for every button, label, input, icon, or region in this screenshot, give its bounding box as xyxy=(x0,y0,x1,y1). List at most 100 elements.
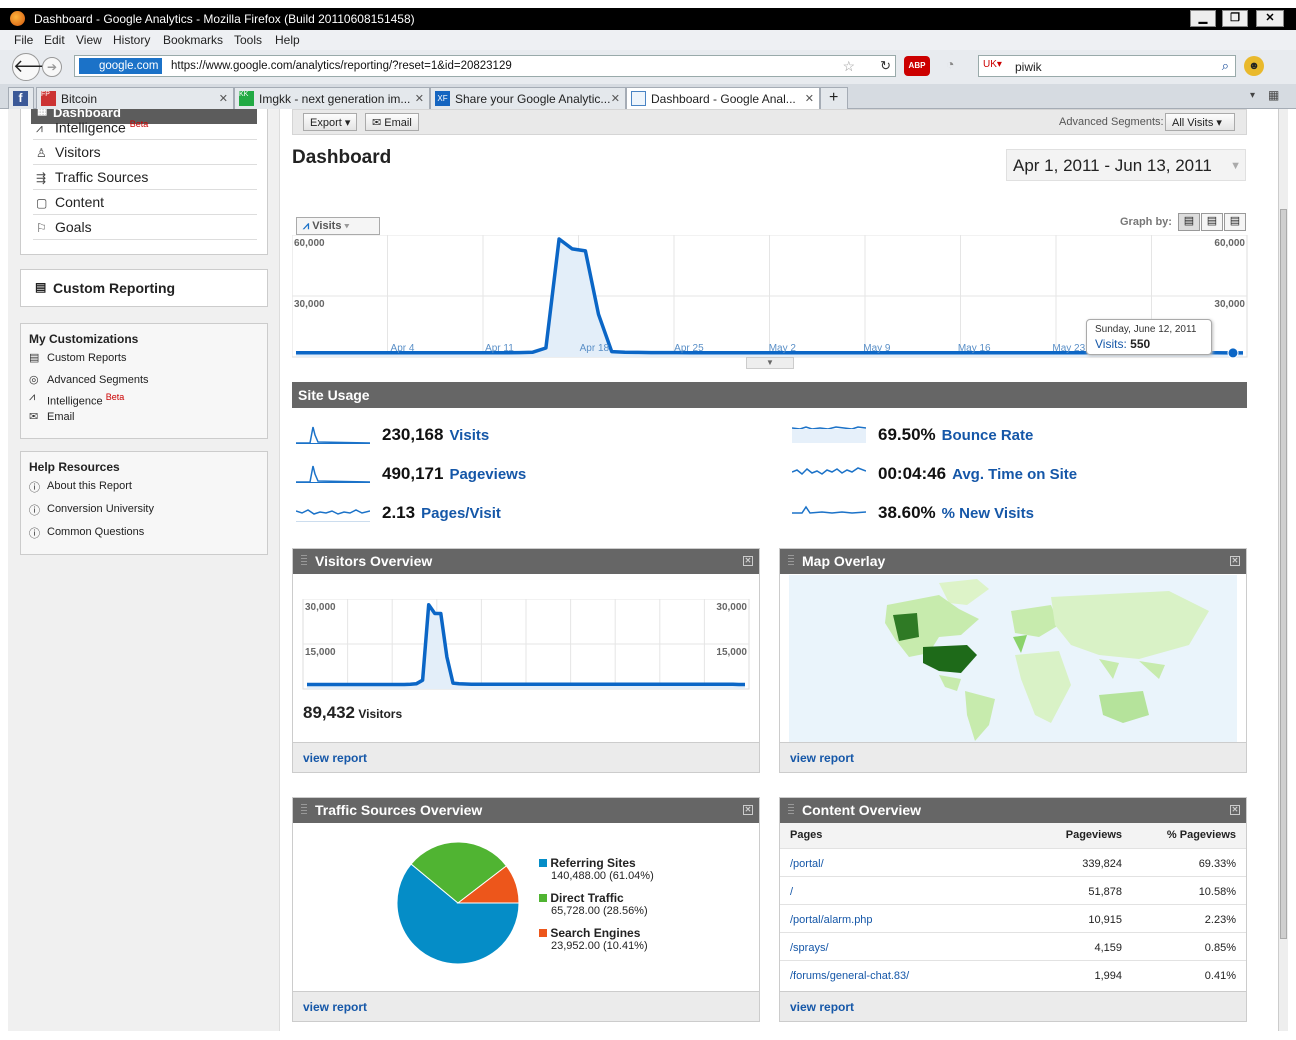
view-report-link[interactable]: view report xyxy=(293,991,759,1021)
close-icon[interactable]: ✕ xyxy=(1230,805,1240,815)
tab-close-icon[interactable]: ✕ xyxy=(414,93,424,105)
page-link[interactable]: /forums/general-chat.83/ xyxy=(790,970,910,982)
page-scrollbar[interactable] xyxy=(1278,109,1288,1031)
tab-close-icon[interactable]: ✕ xyxy=(804,93,814,105)
common-questions-link[interactable]: ⓘ Common Questions xyxy=(29,526,144,540)
sidebar-item-content[interactable]: ▢ Content xyxy=(33,191,257,215)
menu-help[interactable]: Help xyxy=(275,33,300,47)
sparkline-spike xyxy=(296,426,370,444)
custom-reports-link[interactable]: ▤ Custom Reports xyxy=(29,352,126,364)
y-tick-label: 60,000 xyxy=(294,238,325,249)
sidebar-item-intelligence[interactable]: ⩘ Intelligence Beta xyxy=(33,116,257,140)
forward-button[interactable]: ➔ xyxy=(42,57,62,77)
graph-metric-button[interactable]: ⩘ Visits ▾ xyxy=(296,217,380,235)
greasemonkey-icon[interactable]: ☻ xyxy=(1244,56,1264,76)
tab-imgkk[interactable]: KK Imgkk - next generation im... ✕ xyxy=(234,87,430,109)
tab-dashboard[interactable]: Dashboard - Google Anal... ✕ xyxy=(626,87,820,109)
selected-point[interactable] xyxy=(1227,347,1239,359)
graph-by-month-button[interactable]: ▤ xyxy=(1224,213,1246,231)
rss-icon[interactable]: ◔ xyxy=(946,56,955,72)
metric-visits[interactable]: 230,168 Visits xyxy=(296,423,746,449)
tab-close-icon[interactable]: ✕ xyxy=(218,93,228,105)
tab-list-icon[interactable]: ▾ xyxy=(1250,90,1256,101)
sidebar-item-visitors[interactable]: ♙ Visitors xyxy=(33,141,257,165)
bookmark-star-icon[interactable]: ☆ xyxy=(842,58,855,74)
drag-handle-icon[interactable] xyxy=(301,555,307,567)
menu-view[interactable]: View xyxy=(76,33,102,47)
column-header: % Pageviews xyxy=(1166,829,1236,841)
close-icon[interactable]: ✕ xyxy=(743,556,753,566)
traffic-sources-header: Traffic Sources Overview ✕ xyxy=(293,798,759,823)
intelligence-icon: ⩘ xyxy=(29,391,36,403)
legend-item[interactable]: Direct Traffic 65,728.00 (28.56%) xyxy=(539,891,739,917)
new-tab-button[interactable]: + xyxy=(820,87,848,109)
custom-reporting-link[interactable]: ▤ Custom Reporting xyxy=(20,269,268,307)
tab-groups-icon[interactable]: ▦ xyxy=(1268,88,1280,102)
graph-collapse-handle[interactable]: ▼ xyxy=(746,357,794,369)
site-identity-badge[interactable]: google.com xyxy=(79,58,163,74)
email-button[interactable]: ✉ Email xyxy=(365,113,419,131)
sidebar-item-traffic-sources[interactable]: ⇶ Traffic Sources xyxy=(33,166,257,190)
close-window-button[interactable]: ✕ xyxy=(1256,10,1284,27)
date-range-picker[interactable]: Apr 1, 2011 - Jun 13, 2011 ▼ xyxy=(1006,149,1246,181)
address-url[interactable]: https://www.google.com/analytics/reporti… xyxy=(171,60,512,72)
minimize-button[interactable]: ▁ xyxy=(1190,10,1216,27)
search-input[interactable]: piwik xyxy=(1015,60,1042,74)
email-link[interactable]: ✉ Email xyxy=(29,411,75,423)
page-link[interactable]: / xyxy=(790,886,794,898)
pie-slice[interactable] xyxy=(456,865,520,904)
drag-handle-icon[interactable] xyxy=(301,804,307,816)
search-box[interactable]: UK▾ piwik ⌕ xyxy=(978,55,1236,77)
close-icon[interactable]: ✕ xyxy=(743,805,753,815)
page-link[interactable]: /sprays/ xyxy=(790,942,829,954)
graph-by-day-button[interactable]: ▤ xyxy=(1178,213,1200,231)
graph-by-week-button[interactable]: ▤ xyxy=(1201,213,1223,231)
tab-share[interactable]: XF Share your Google Analytic... ✕ xyxy=(430,87,626,109)
intelligence-link[interactable]: ⩘ Intelligence Beta xyxy=(29,391,124,408)
tab-facebook[interactable]: f xyxy=(8,87,34,109)
view-report-link[interactable]: view report xyxy=(293,742,759,772)
conversion-university-link[interactable]: ⓘ Conversion University xyxy=(29,503,154,517)
menu-history[interactable]: History xyxy=(113,33,151,47)
about-report-link[interactable]: ⓘ About this Report xyxy=(29,480,132,494)
metric-bounce-rate[interactable]: 69.50% Bounce Rate xyxy=(792,423,1242,449)
legend-item[interactable]: Referring Sites 140,488.00 (61.04%) xyxy=(539,856,739,882)
page-link[interactable]: /portal/ xyxy=(790,858,824,870)
sidebar-item-dashboard[interactable]: ▦ Dashboard xyxy=(31,109,257,124)
search-engine-icon[interactable]: UK▾ xyxy=(983,59,1002,70)
view-report-link[interactable]: view report xyxy=(780,991,1246,1021)
drag-handle-icon[interactable] xyxy=(788,555,794,567)
metric-label: % New Visits xyxy=(941,505,1034,522)
drag-handle-icon[interactable] xyxy=(788,804,794,816)
address-bar[interactable]: google.com https://www.google.com/analyt… xyxy=(74,55,896,77)
tab-close-icon[interactable]: ✕ xyxy=(610,93,620,105)
metric-avg-time[interactable]: 00:04:46 Avg. Time on Site xyxy=(792,462,1242,488)
back-button[interactable]: 🡐 xyxy=(12,53,61,81)
legend-item[interactable]: Search Engines 23,952.00 (10.41%) xyxy=(539,926,739,952)
menu-bookmarks[interactable]: Bookmarks xyxy=(163,33,224,47)
tab-favicon-icon: FP xyxy=(41,91,56,106)
maximize-button[interactable]: ❐ xyxy=(1222,10,1248,27)
menu-edit[interactable]: Edit xyxy=(44,33,65,47)
metric-pages-per-visit[interactable]: 2.13 Pages/Visit xyxy=(296,501,746,527)
menu-file[interactable]: File xyxy=(14,33,34,47)
scrollbar-thumb[interactable] xyxy=(1280,209,1287,939)
close-icon[interactable]: ✕ xyxy=(1230,556,1240,566)
export-button[interactable]: Export ▾ xyxy=(303,113,358,131)
metric-new-visits[interactable]: 38.60% % New Visits xyxy=(792,501,1242,527)
metric-pageviews[interactable]: 490,171 Pageviews xyxy=(296,462,746,488)
reload-icon[interactable]: ↻ xyxy=(880,58,891,73)
tab-bitcoin[interactable]: FP Bitcoin ✕ xyxy=(36,87,234,109)
advanced-segments-link[interactable]: ◎ Advanced Segments xyxy=(29,374,149,386)
pie-slice[interactable] xyxy=(396,863,520,965)
segments-dropdown[interactable]: All Visits ▾ xyxy=(1165,113,1235,131)
page-link[interactable]: /portal/alarm.php xyxy=(790,914,873,926)
adblock-icon[interactable]: ABP xyxy=(904,56,930,76)
metric-value: 69.50% xyxy=(878,425,936,444)
pie-slice[interactable] xyxy=(410,841,508,904)
search-icon[interactable]: ⌕ xyxy=(1221,58,1229,73)
view-report-link[interactable]: view report xyxy=(780,742,1246,772)
menu-tools[interactable]: Tools xyxy=(234,33,263,47)
sidebar-item-goals[interactable]: ⚐ Goals xyxy=(33,216,257,240)
world-map[interactable] xyxy=(789,575,1237,743)
